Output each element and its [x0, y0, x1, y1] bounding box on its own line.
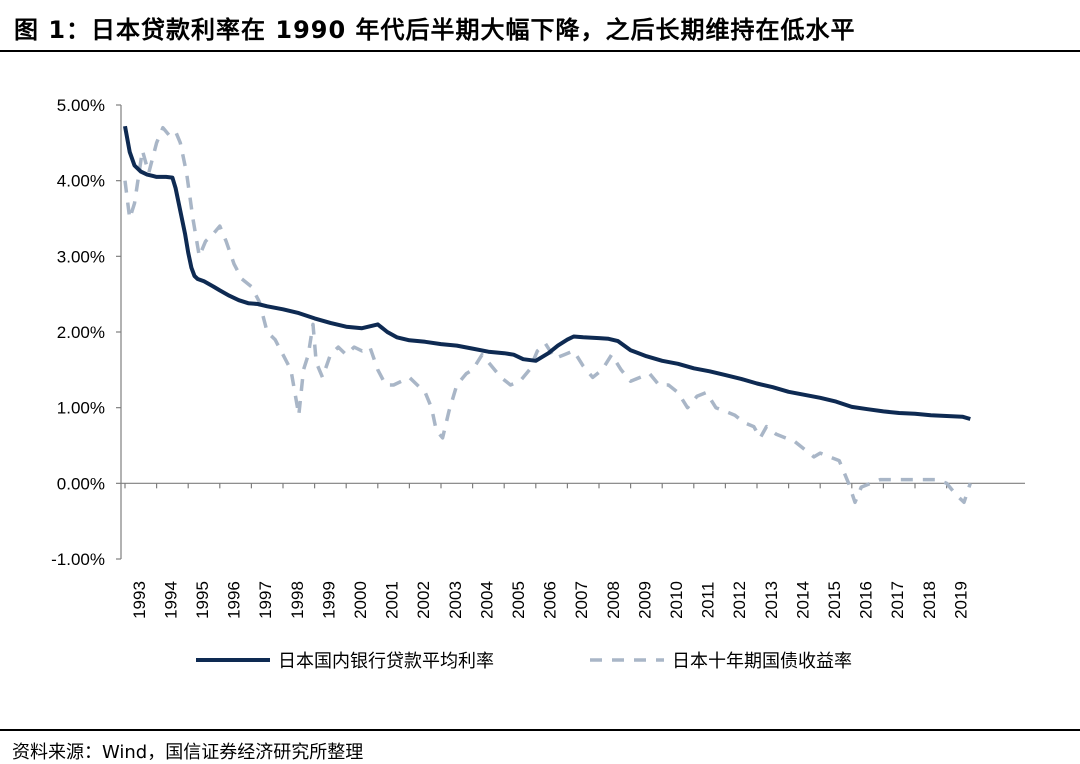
legend-label-bond-yield: 日本十年期国债收益率 [672, 651, 852, 672]
x-tick-label: 1993 [130, 581, 149, 619]
x-tick-label: 1998 [288, 581, 307, 619]
x-tick-label: 2014 [793, 581, 812, 619]
series-line-bond-yield [123, 125, 972, 505]
x-tick-label: 2017 [888, 581, 907, 619]
x-tick-label: 2000 [351, 581, 370, 619]
x-tick-label: 2005 [509, 581, 528, 619]
y-tick-label: -1.00% [51, 550, 105, 569]
y-tick-label: 2.00% [57, 323, 105, 342]
x-tick-label: 1994 [161, 581, 180, 619]
title-divider [0, 50, 1080, 52]
line-chart: 5.00% 4.00% 3.00% 2.00% 1.00% 0.00% -1.00% 1993… [51, 96, 1025, 672]
x-tick-label: 2019 [951, 581, 970, 619]
x-tick-label: 2018 [920, 581, 939, 619]
x-tick-label: 2011 [699, 582, 718, 619]
y-tick-label: 4.00% [57, 172, 105, 191]
chart-series [123, 125, 972, 505]
y-tick-label: 5.00% [57, 96, 105, 115]
x-tick-label: 2013 [762, 581, 781, 619]
y-tick-label: 1.00% [57, 399, 105, 418]
figure-title: 图 1：日本贷款利率在 1990 年代后半期大幅下降，之后长期维持在低水平 [14, 16, 856, 44]
x-tick-label: 2002 [414, 581, 433, 619]
y-tick-label: 0.00% [57, 474, 105, 493]
chart-legend: 日本国内银行贷款平均利率 日本十年期国债收益率 [196, 651, 852, 672]
series-line-loan-rate [123, 125, 971, 421]
source-note: 资料来源：Wind，国信证券经济研究所整理 [12, 742, 364, 763]
title-bar: 图 1：日本贷款利率在 1990 年代后半期大幅下降，之后长期维持在低水平 [0, 0, 1080, 48]
x-tick-label: 2007 [572, 581, 591, 619]
x-tick-label: 1995 [193, 581, 212, 619]
x-tick-label: 2008 [604, 581, 623, 619]
x-tick-label: 1996 [225, 581, 244, 619]
legend-label-loan-rate: 日本国内银行贷款平均利率 [278, 651, 494, 672]
x-tick-label: 1997 [256, 581, 275, 619]
x-tick-label: 2010 [667, 581, 686, 619]
x-tick-label: 2009 [635, 581, 654, 619]
x-tick-label: 2012 [730, 581, 749, 619]
y-tick-label: 3.00% [57, 247, 105, 266]
x-tick-label: 2004 [477, 581, 496, 619]
x-tick-label: 2003 [446, 581, 465, 619]
chart-axes: 5.00% 4.00% 3.00% 2.00% 1.00% 0.00% -1.00% 1993… [51, 96, 1025, 619]
x-tick-label: 2001 [383, 581, 402, 619]
x-tick-label: 2016 [857, 581, 876, 619]
x-tick-label: 2015 [825, 581, 844, 619]
footer-divider [0, 729, 1080, 731]
x-tick-label: 1999 [319, 581, 338, 619]
x-tick-label: 2006 [541, 581, 560, 619]
